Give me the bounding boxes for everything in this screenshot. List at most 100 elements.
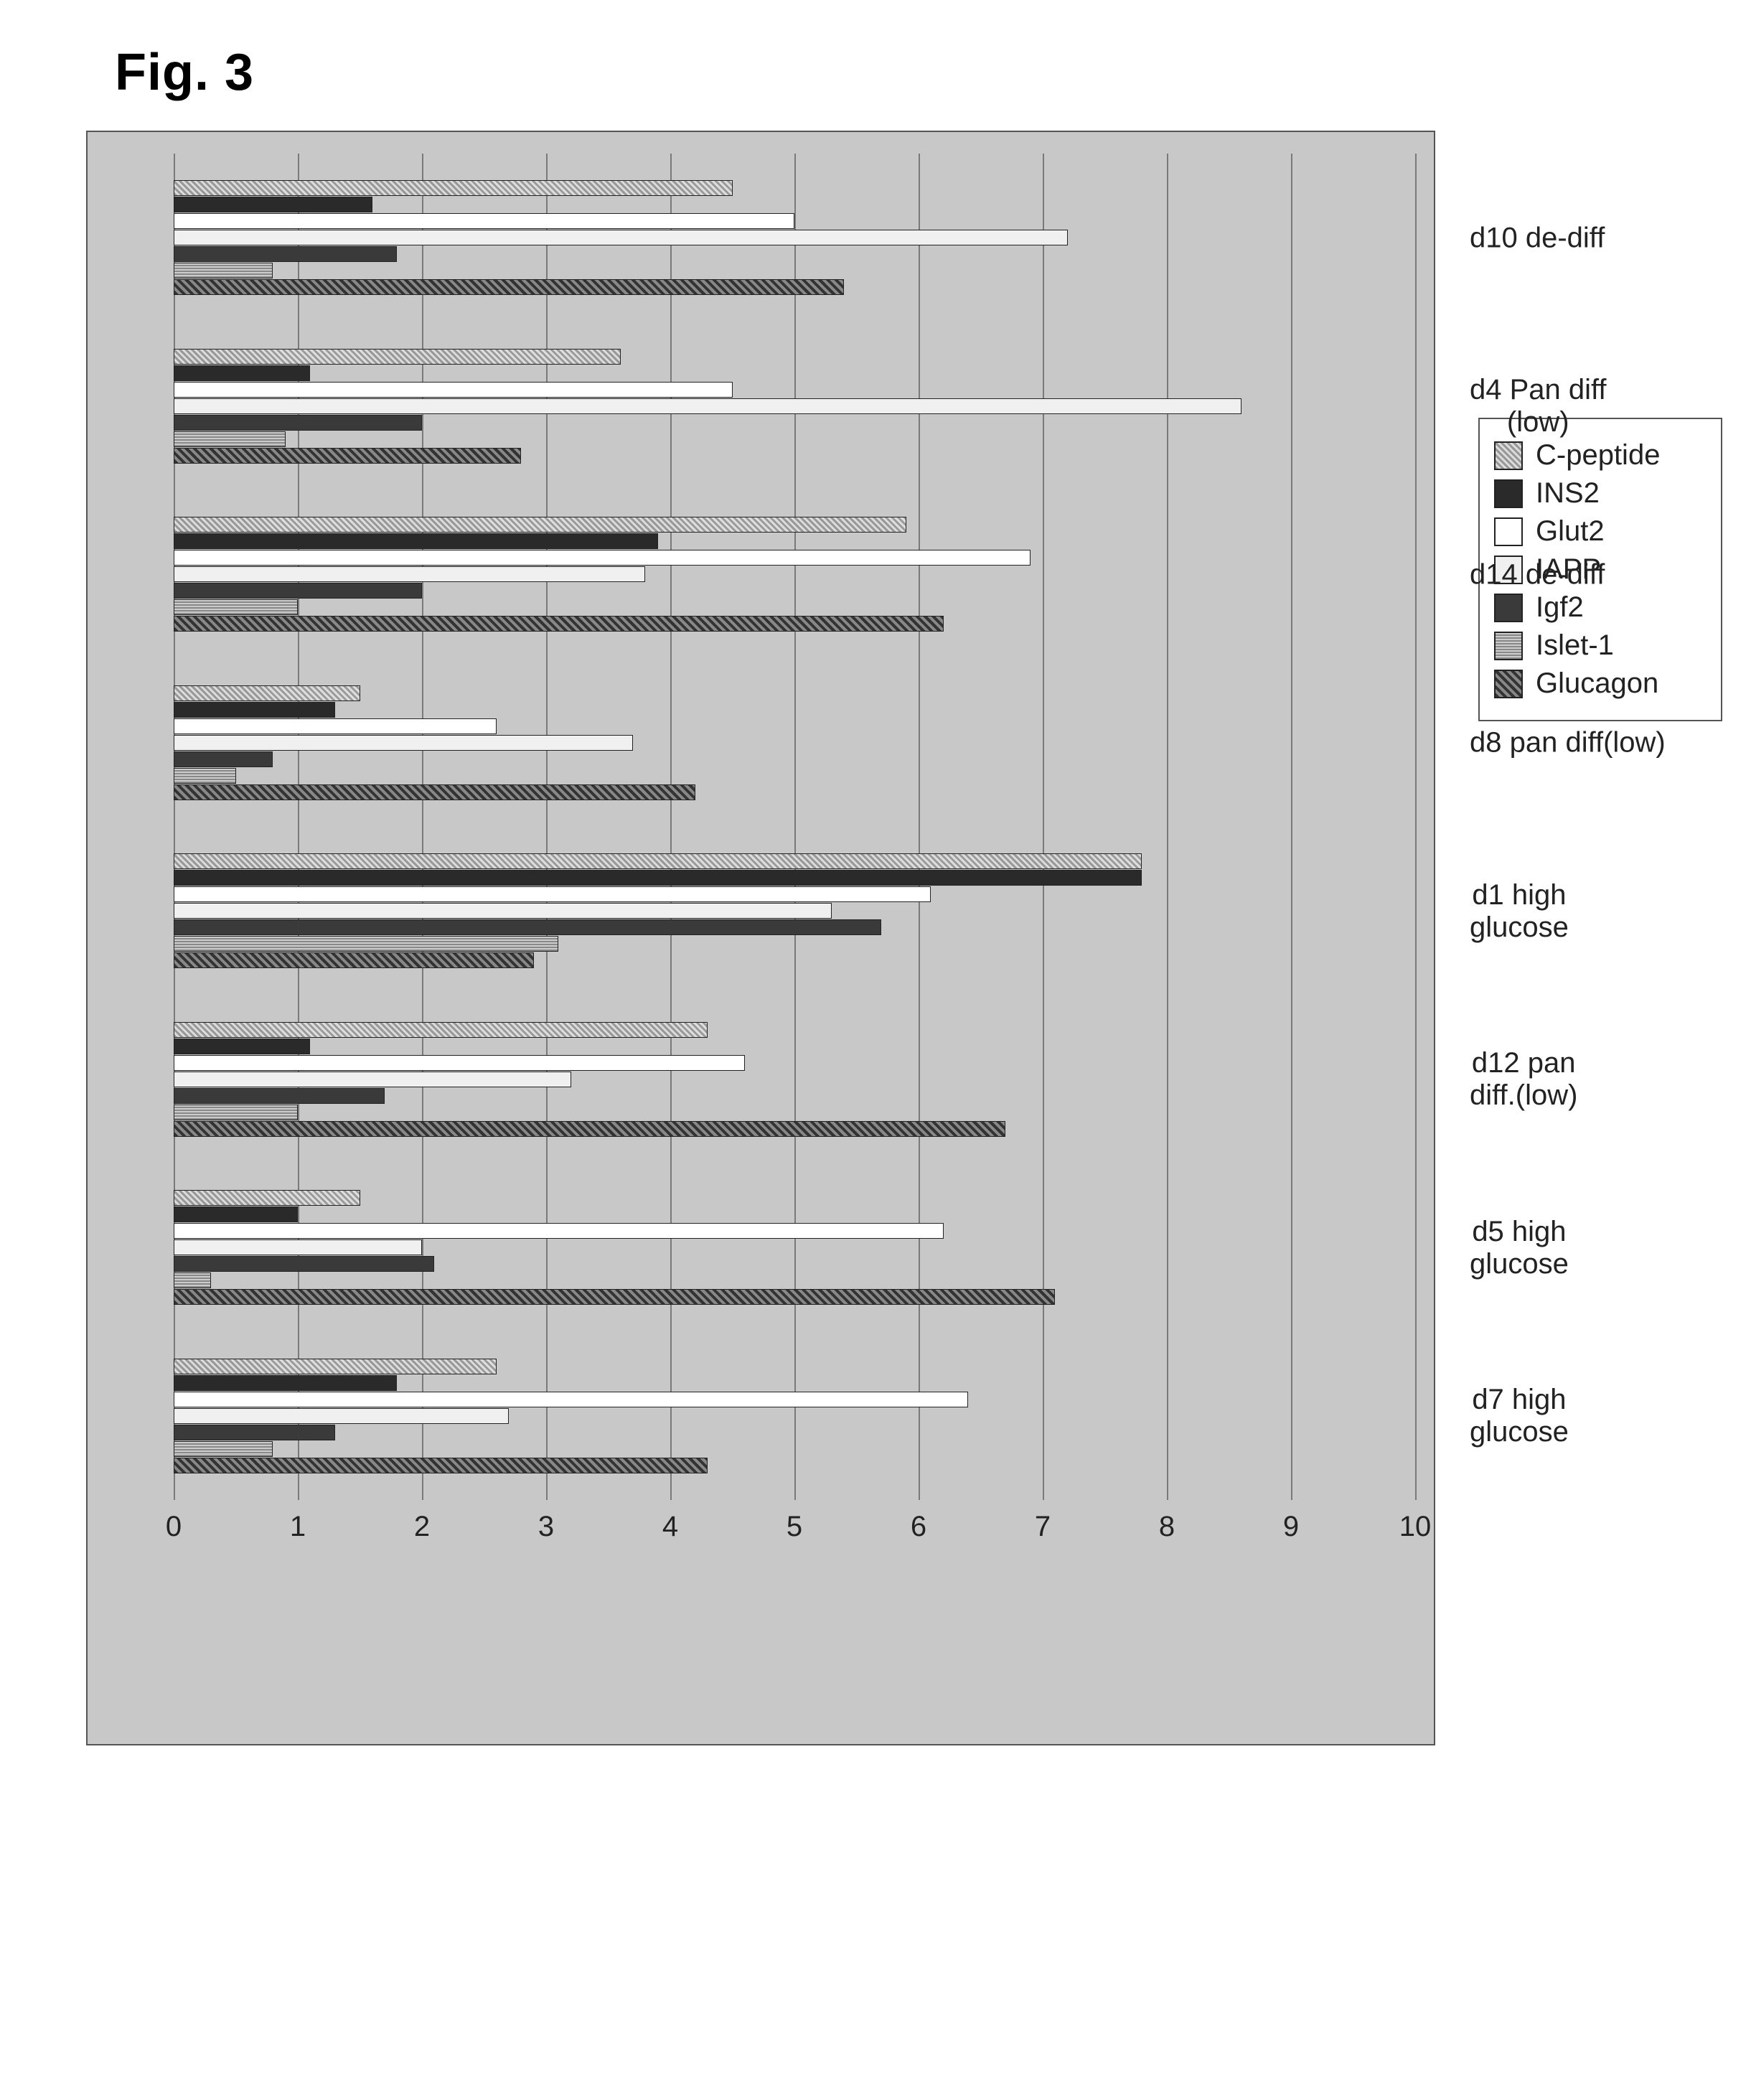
bar-iapp [174,735,633,751]
bars [174,853,1412,968]
bar-c-peptide [174,1022,708,1038]
bar-glucagon [174,616,944,632]
bar-iapp [174,903,832,919]
category-label: d8 pan diff(low) [1458,727,1666,759]
legend-item: Igf2 [1494,591,1699,624]
chart-container: 012345678910d10 de-diffd4 Pan diff(low)d… [86,131,1722,1745]
category-label: d14 de-diff [1458,558,1605,591]
legend-item: C-peptide [1494,439,1699,472]
y-tick-label: 7 [1034,1507,1051,1543]
bar-iapp [174,1072,571,1087]
bars [174,349,1412,464]
bar-ins2 [174,870,1142,886]
bar-islet-1 [174,599,298,615]
bar-glut2 [174,718,497,734]
bar-c-peptide [174,349,621,365]
legend-swatch-icon [1494,670,1523,698]
bar-group: d12 pandiff.(low) [174,1022,1412,1137]
plot-region: 012345678910d10 de-diffd4 Pan diff(low)d… [174,154,1412,1500]
bar-glut2 [174,886,931,902]
bar-ins2 [174,533,658,549]
y-tick-label: 10 [1407,1507,1424,1543]
legend-label: Islet-1 [1536,629,1614,662]
legend-swatch-icon [1494,517,1523,546]
bar-glucagon [174,279,844,295]
bar-igf2 [174,919,881,935]
bar-islet-1 [174,263,273,278]
y-tick-label: 4 [662,1507,679,1543]
bar-glucagon [174,784,695,800]
y-tick-label: 5 [786,1507,803,1543]
bar-iapp [174,566,645,582]
category-label: d1 highglucose [1458,879,1569,944]
bar-iapp [174,230,1068,245]
legend-label: C-peptide [1536,439,1660,472]
bar-igf2 [174,1088,385,1104]
legend-swatch-icon [1494,441,1523,470]
legend-swatch-icon [1494,594,1523,622]
chart-plot-area: 012345678910d10 de-diffd4 Pan diff(low)d… [86,131,1435,1745]
bar-ins2 [174,702,335,718]
bar-ins2 [174,365,310,381]
bar-glucagon [174,448,521,464]
gridline [1415,154,1417,1500]
category-label: d4 Pan diff(low) [1458,374,1607,439]
y-tick-label: 1 [289,1507,306,1543]
bar-islet-1 [174,1441,273,1457]
category-label: d5 highglucose [1458,1216,1569,1280]
bar-c-peptide [174,685,360,701]
legend-label: INS2 [1536,477,1600,510]
bar-glut2 [174,382,733,398]
bar-group: d4 Pan diff(low) [174,349,1412,464]
bar-igf2 [174,751,273,767]
bar-igf2 [174,1425,335,1440]
bar-igf2 [174,415,422,431]
bar-c-peptide [174,180,733,196]
bar-igf2 [174,1256,434,1272]
figure-title: Fig. 3 [115,43,1722,102]
bar-group: d8 pan diff(low) [174,685,1412,800]
bar-group: d1 highglucose [174,853,1412,968]
bar-glucagon [174,952,534,968]
legend-label: Glucagon [1536,667,1658,700]
bars [174,1190,1412,1305]
bars [174,1022,1412,1137]
bar-c-peptide [174,1359,497,1374]
bar-group: d14 de-diff [174,517,1412,632]
bar-islet-1 [174,1272,211,1288]
bar-ins2 [174,1039,310,1054]
category-label: d12 pandiff.(low) [1458,1047,1577,1112]
bars [174,685,1412,800]
bars [174,517,1412,632]
page-root: Fig. 3 012345678910d10 de-diffd4 Pan dif… [29,29,1751,1760]
bar-iapp [174,398,1241,414]
bar-groups: d10 de-diffd4 Pan diff(low)d14 de-diffd8… [174,154,1412,1500]
category-label: d10 de-diff [1458,222,1605,254]
bar-ins2 [174,1206,298,1222]
bar-glut2 [174,213,794,229]
bars [174,180,1412,295]
bar-glucagon [174,1289,1055,1305]
bar-group: d5 highglucose [174,1190,1412,1305]
bar-iapp [174,1408,509,1424]
y-tick-label: 0 [165,1507,182,1543]
bar-group: d7 highglucose [174,1359,1412,1473]
bar-iapp [174,1239,422,1255]
y-tick-label: 6 [910,1507,927,1543]
category-label: d7 highglucose [1458,1384,1569,1448]
legend-item: Glut2 [1494,515,1699,548]
bar-glut2 [174,1223,944,1239]
bar-ins2 [174,1375,397,1391]
legend-item: Islet-1 [1494,629,1699,662]
legend-item: INS2 [1494,477,1699,510]
y-tick-label: 9 [1282,1507,1300,1543]
bar-islet-1 [174,936,558,952]
bar-ins2 [174,197,372,212]
bar-igf2 [174,246,397,262]
bars [174,1359,1412,1473]
bar-glut2 [174,1055,745,1071]
bar-glut2 [174,550,1031,566]
y-tick-label: 3 [537,1507,555,1543]
bar-islet-1 [174,431,286,447]
bar-igf2 [174,583,422,599]
